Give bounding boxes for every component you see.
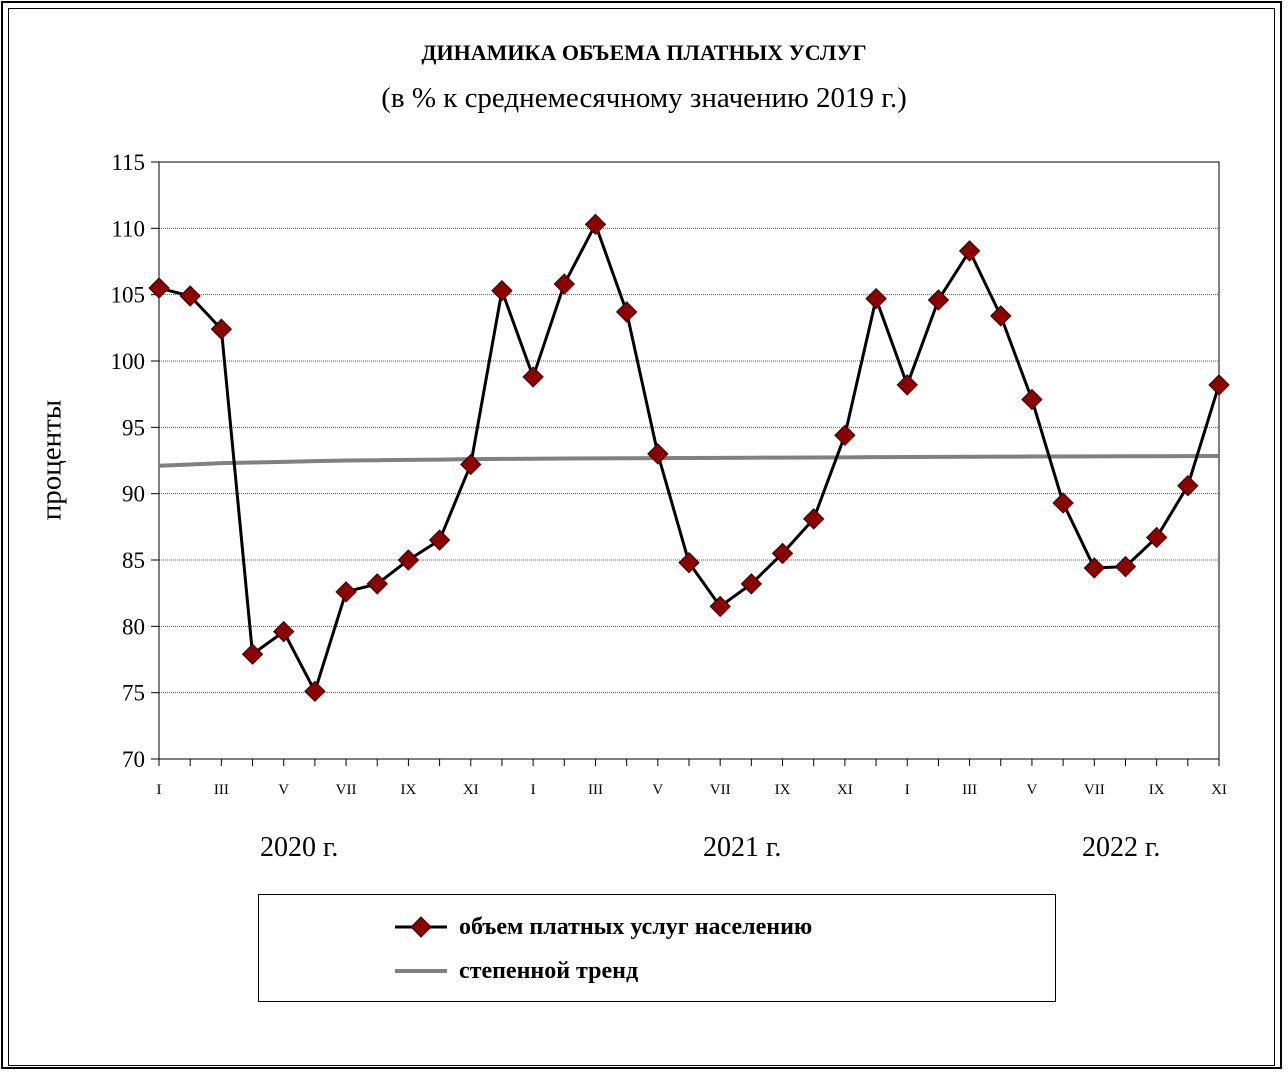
inner-frame [8, 8, 1275, 1066]
x-tick-label: I [531, 782, 536, 798]
data-point-marker [990, 305, 1012, 327]
data-point-marker [304, 680, 326, 703]
chart-title: ДИНАМИКА ОБЪЕМА ПЛАТНЫХ УСЛУГ [421, 40, 867, 65]
year-label-2021: 2021 г. [703, 832, 782, 863]
x-tick-label: XI [463, 782, 479, 798]
legend-label-trend: степенной тренд [459, 957, 639, 984]
data-point-marker [210, 318, 233, 340]
x-tick-label: VII [1084, 782, 1105, 798]
data-point-marker [615, 301, 638, 323]
data-point-marker [896, 374, 918, 396]
y-tick-label: 110 [111, 216, 145, 241]
y-tick-label: 75 [122, 681, 145, 706]
legend-label-volume: объем платных услуг населению [459, 913, 813, 940]
y-tick-label: 80 [122, 614, 145, 639]
legend-item-volume: объем платных услуг населению [393, 907, 812, 947]
x-tick-label: I [905, 782, 910, 798]
x-tick-label: IX [400, 782, 416, 798]
x-tick-label: IX [1149, 782, 1165, 798]
x-tick-label: V [652, 782, 663, 798]
y-tick-label: 115 [111, 150, 145, 175]
data-point-marker [1177, 474, 1199, 497]
data-point-marker [802, 508, 825, 530]
data-point-marker [1114, 555, 1137, 578]
data-point-marker [865, 287, 887, 310]
legend-swatch-trend [395, 969, 447, 973]
data-point-marker [1083, 557, 1106, 579]
data-point-marker [397, 549, 420, 571]
x-tick-label: VII [710, 782, 731, 798]
y-tick-label: 105 [111, 283, 146, 308]
data-point-marker [241, 643, 264, 665]
data-point-marker [1021, 388, 1043, 411]
x-tick-label: V [1027, 782, 1038, 798]
y-tick-label: 90 [122, 482, 145, 507]
legend-item-trend: степенной тренд [393, 951, 638, 991]
y-tick-label: 95 [122, 415, 145, 440]
data-point-marker [927, 289, 950, 311]
data-point-marker [958, 240, 981, 262]
chart-legend: объем платных услуг населению степенной … [258, 894, 1056, 1002]
x-tick-label: XI [1211, 782, 1227, 798]
data-point-marker [366, 573, 388, 595]
data-point-marker [272, 620, 295, 643]
data-point-marker [491, 279, 513, 302]
y-tick-label: 100 [111, 349, 146, 374]
data-point-marker [1208, 374, 1230, 396]
x-tick-label: V [278, 782, 289, 798]
data-point-marker [148, 277, 170, 299]
data-point-marker [647, 443, 669, 465]
data-point-marker [1145, 526, 1168, 549]
data-point-marker [179, 285, 201, 307]
trend-line [158, 453, 1220, 468]
x-tick-label: III [962, 782, 977, 798]
data-point-marker [678, 551, 700, 574]
data-point-marker [834, 424, 856, 447]
data-point-marker [460, 453, 482, 476]
data-point-marker [740, 573, 763, 595]
data-point-marker [1052, 492, 1074, 514]
x-tick-label: VII [336, 782, 357, 798]
legend-swatch-volume [395, 916, 447, 938]
year-label-2022: 2022 г. [1082, 832, 1161, 863]
x-tick-label: III [588, 782, 603, 798]
data-point-marker [335, 581, 357, 603]
y-tick-label: 70 [122, 747, 145, 772]
x-tick-label: III [214, 782, 229, 798]
data-point-marker [709, 595, 731, 618]
data-point-marker [522, 366, 544, 388]
y-tick-label: 85 [122, 548, 145, 573]
data-point-marker [771, 542, 794, 565]
data-point-marker [553, 273, 576, 295]
data-point-marker [584, 213, 607, 236]
chart-subtitle: (в % к среднемесячному значению 2019 г.) [381, 82, 907, 114]
x-tick-label: I [157, 782, 162, 798]
x-tick-label: XI [837, 782, 853, 798]
year-label-2020: 2020 г. [260, 832, 339, 863]
x-tick-label: IX [775, 782, 791, 798]
data-point-marker [428, 529, 451, 551]
